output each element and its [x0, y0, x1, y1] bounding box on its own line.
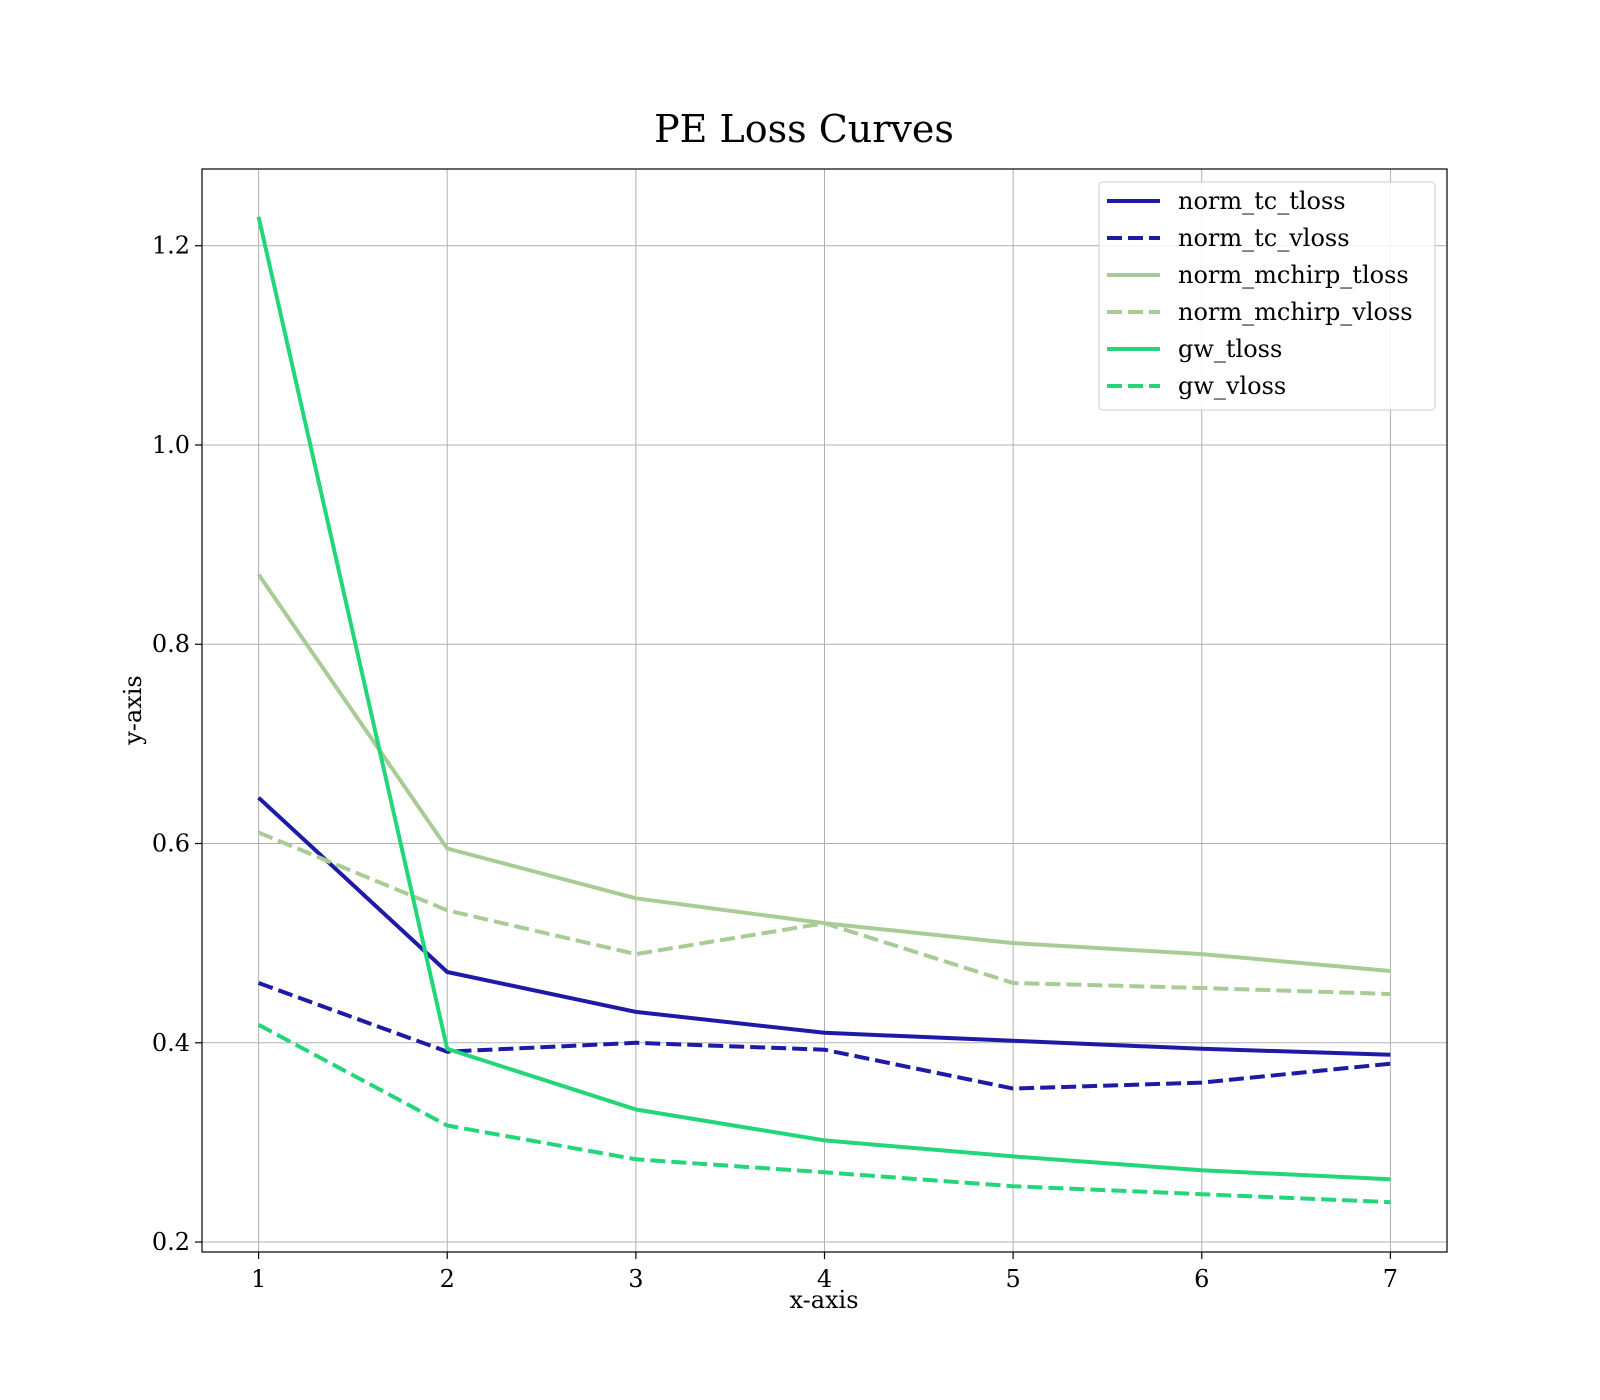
- y-tick-label: 0.8: [152, 630, 190, 658]
- y-tick-label: 0.4: [152, 1029, 190, 1057]
- x-tick-label: 2: [440, 1265, 455, 1293]
- y-axis-label: y-axis: [119, 675, 147, 746]
- legend-label: gw_tloss: [1178, 335, 1282, 363]
- y-tick-label: 0.2: [152, 1228, 190, 1256]
- series-line-norm_tc_vloss: [257, 981, 1391, 1091]
- legend-label: norm_mchirp_vloss: [1178, 298, 1413, 326]
- x-tick-label: 7: [1383, 1265, 1398, 1293]
- x-axis: 1 2 3 4 5 6 7: [251, 1252, 1398, 1293]
- y-tick-label: 1.2: [152, 232, 190, 260]
- legend-label: norm_tc_tloss: [1178, 187, 1346, 215]
- series-line-norm_tc_tloss: [257, 796, 1391, 1057]
- series-line-gw_tloss: [256, 216, 1391, 1182]
- legend-label: norm_mchirp_tloss: [1178, 261, 1409, 289]
- x-tick-label: 1: [251, 1265, 266, 1293]
- y-tick-label: 1.0: [152, 431, 190, 459]
- chart-title: PE Loss Curves: [654, 107, 954, 151]
- series-layer: [256, 216, 1391, 1205]
- series-line-norm_mchirp_vloss: [257, 830, 1391, 996]
- x-tick-label: 4: [817, 1265, 832, 1293]
- x-tick-label: 5: [1005, 1265, 1020, 1293]
- legend-label: norm_tc_vloss: [1178, 224, 1350, 252]
- legend-box: [1098, 181, 1436, 411]
- y-tick-label: 0.6: [152, 830, 190, 858]
- x-axis-label: x-axis: [789, 1286, 858, 1314]
- legend: norm_tc_tloss norm_tc_vloss norm_mchirp_tl…: [1098, 181, 1436, 411]
- x-tick-label: 3: [628, 1265, 643, 1293]
- x-tick-label: 6: [1194, 1265, 1209, 1293]
- y-axis: 0.2 0.4 0.6 0.8 1.0 1.2: [152, 232, 202, 1256]
- series-line-gw_vloss: [257, 1023, 1391, 1205]
- legend-label: gw_vloss: [1178, 372, 1286, 400]
